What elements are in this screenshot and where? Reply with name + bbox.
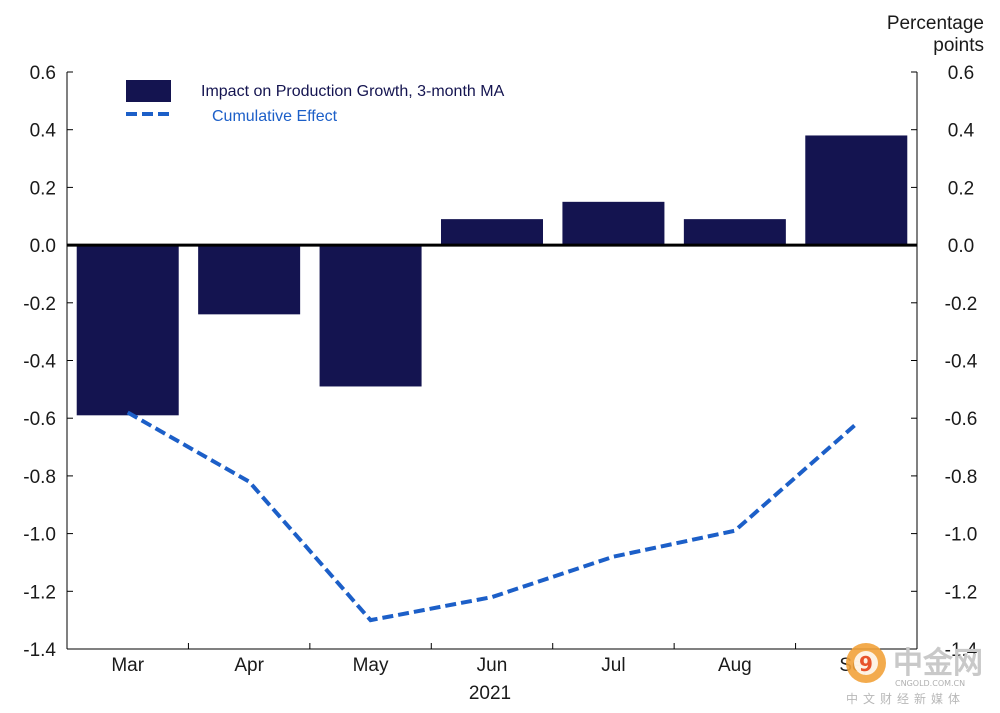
bar (562, 201, 665, 246)
watermark-logo-inner (854, 651, 878, 675)
y-axis-left-ticks: 0.6 0.4 0.2 0.0 -0.2 -0.4 -0.6 -0.8 -1.0 -1.2 -1.4 (23, 63, 56, 661)
unit-label-line-2: points (933, 35, 984, 56)
bar (76, 245, 179, 416)
x-tick-label: Mar (111, 655, 144, 676)
bar (441, 219, 543, 246)
axes (66, 71, 918, 650)
y-tick-label-left: 0.2 (30, 178, 56, 199)
x-axis-ticks: MarAprMayJunJulAugSep (111, 655, 873, 676)
unit-label-line-1: Percentage (887, 13, 984, 34)
x-group-label: 2021 (469, 683, 511, 704)
bar-series (76, 135, 908, 416)
y-tick-label-left: -1.0 (23, 525, 56, 546)
watermark: 9 中金网 CNGOLD.COM.CN 中文财经新媒体 (846, 643, 983, 706)
y-tick-label-left: 0.6 (30, 63, 56, 84)
legend-swatch-bar (126, 80, 171, 102)
y-tick-label-right: 0.6 (948, 63, 974, 84)
x-tick-label: Apr (234, 655, 264, 676)
watermark-tagline: 中文财经新媒体 (846, 691, 965, 706)
legend-label-bar: Impact on Production Growth, 3-month MA (201, 83, 505, 100)
y-tick-label-right: -0.2 (945, 294, 978, 315)
y-tick-label-right: 0.2 (948, 178, 974, 199)
bar (805, 135, 908, 246)
x-tick-label: Jul (601, 655, 625, 676)
x-tick-label: May (353, 655, 389, 676)
y-tick-label-right: 0.4 (948, 121, 975, 142)
cumulative-line (126, 410, 858, 623)
y-tick-label-left: -1.4 (23, 640, 56, 661)
watermark-domain: CNGOLD.COM.CN (895, 679, 965, 688)
y-tick-label-left: -0.6 (23, 409, 56, 430)
y-tick-label-left: -0.8 (23, 467, 56, 488)
watermark-brand: 中金网 (893, 646, 983, 681)
y-tick-label-right: -0.6 (945, 409, 978, 430)
x-tick-label: Jun (477, 655, 508, 676)
y-tick-label-right: -1.0 (945, 525, 978, 546)
bar (683, 219, 786, 246)
y-tick-label-left: 0.0 (30, 236, 56, 257)
y-tick-label-left: -0.4 (23, 352, 56, 373)
y-tick-label-left: -1.2 (23, 582, 56, 603)
y-tick-label-left: -0.2 (23, 294, 56, 315)
y-tick-label-right: 0.0 (948, 236, 974, 257)
cumulative-line-series (126, 410, 858, 623)
y-tick-label-left: 0.4 (30, 121, 57, 142)
watermark-logo-char: 9 (859, 652, 873, 676)
legend-label-line: Cumulative Effect (212, 108, 338, 125)
bar (319, 245, 422, 387)
y-tick-label-right: -0.4 (945, 352, 978, 373)
y-axis-right-ticks: 0.6 0.4 0.2 0.0 -0.2 -0.4 -0.6 -0.8 -1.0 -1.2 -1.4 (945, 63, 978, 661)
y-tick-label-right: -1.2 (945, 582, 978, 603)
x-tick-label: Aug (718, 655, 752, 676)
y-tick-label-right: -1.4 (945, 640, 978, 661)
bar (198, 245, 301, 315)
y-tick-label-right: -0.8 (945, 467, 978, 488)
legend: Impact on Production Growth, 3-month MA … (126, 80, 505, 125)
